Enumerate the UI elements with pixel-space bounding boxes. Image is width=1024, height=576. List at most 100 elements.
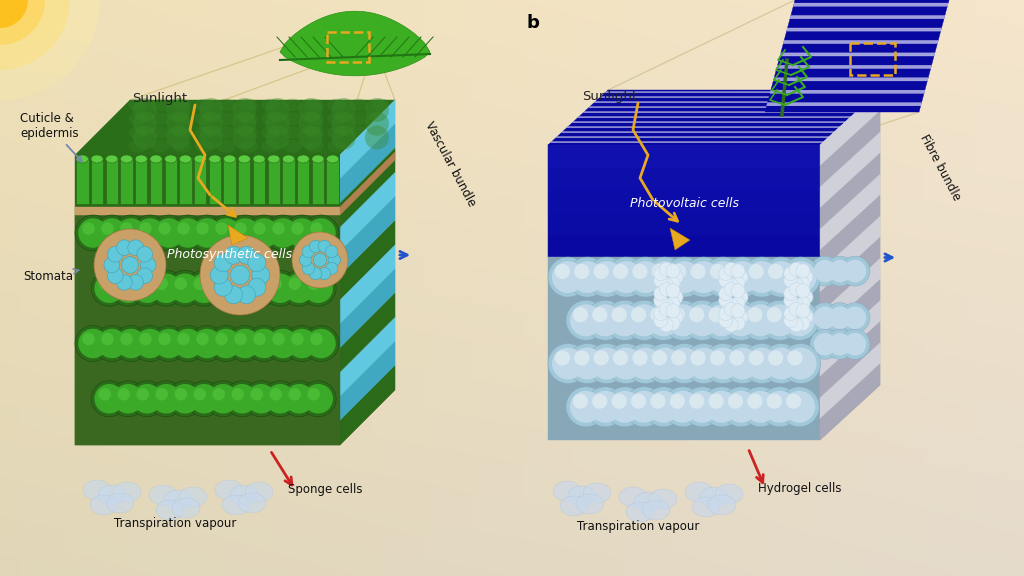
Ellipse shape <box>230 485 258 505</box>
Polygon shape <box>280 12 430 76</box>
Circle shape <box>200 235 280 315</box>
Ellipse shape <box>708 495 736 515</box>
Circle shape <box>170 384 200 414</box>
Circle shape <box>628 391 660 423</box>
Ellipse shape <box>350 140 368 152</box>
Circle shape <box>205 270 242 306</box>
Ellipse shape <box>98 485 126 505</box>
Circle shape <box>796 304 810 318</box>
Circle shape <box>170 325 206 362</box>
Polygon shape <box>75 155 340 207</box>
Circle shape <box>653 306 668 321</box>
Polygon shape <box>548 145 820 257</box>
Polygon shape <box>340 149 395 228</box>
Ellipse shape <box>156 500 184 520</box>
Ellipse shape <box>240 113 257 125</box>
Circle shape <box>288 329 316 358</box>
Ellipse shape <box>553 481 581 501</box>
Circle shape <box>799 310 813 324</box>
Circle shape <box>108 247 123 262</box>
Circle shape <box>703 257 743 297</box>
Circle shape <box>682 300 722 340</box>
Circle shape <box>790 298 803 312</box>
Circle shape <box>94 325 130 362</box>
Polygon shape <box>578 117 851 118</box>
Circle shape <box>768 264 783 279</box>
Circle shape <box>708 347 739 380</box>
Polygon shape <box>209 157 221 204</box>
Circle shape <box>840 302 870 333</box>
Circle shape <box>177 222 189 235</box>
Circle shape <box>0 0 28 28</box>
Polygon shape <box>91 157 103 204</box>
Circle shape <box>170 215 206 251</box>
Ellipse shape <box>306 140 324 152</box>
Circle shape <box>784 261 816 293</box>
Polygon shape <box>820 343 880 419</box>
Circle shape <box>645 343 685 384</box>
Circle shape <box>224 247 243 264</box>
Circle shape <box>284 325 319 362</box>
Ellipse shape <box>196 140 213 152</box>
Circle shape <box>647 391 680 423</box>
Polygon shape <box>76 157 88 204</box>
Bar <box>327 32 369 62</box>
Ellipse shape <box>113 482 141 502</box>
Circle shape <box>790 302 803 316</box>
Polygon shape <box>548 257 820 440</box>
Ellipse shape <box>240 127 257 138</box>
Circle shape <box>719 294 733 308</box>
Circle shape <box>591 347 623 380</box>
Circle shape <box>306 329 336 358</box>
Circle shape <box>783 287 798 301</box>
Circle shape <box>709 393 724 409</box>
Circle shape <box>167 381 203 417</box>
Circle shape <box>643 300 684 340</box>
Circle shape <box>299 98 323 122</box>
Circle shape <box>844 260 866 282</box>
Ellipse shape <box>297 155 309 163</box>
Circle shape <box>828 333 851 355</box>
Circle shape <box>246 215 282 251</box>
Circle shape <box>650 307 666 323</box>
Circle shape <box>302 262 314 275</box>
Ellipse shape <box>372 140 390 152</box>
Circle shape <box>224 270 260 306</box>
Circle shape <box>227 384 257 414</box>
Circle shape <box>262 270 298 306</box>
Circle shape <box>303 384 333 414</box>
Circle shape <box>118 388 130 400</box>
Polygon shape <box>820 259 880 335</box>
Polygon shape <box>228 225 248 245</box>
Circle shape <box>133 126 157 150</box>
Polygon shape <box>548 168 820 190</box>
Circle shape <box>249 218 279 248</box>
Ellipse shape <box>328 99 346 111</box>
Ellipse shape <box>152 99 169 111</box>
Circle shape <box>289 278 301 290</box>
Circle shape <box>828 306 851 329</box>
Circle shape <box>211 329 241 358</box>
Circle shape <box>104 257 120 273</box>
Circle shape <box>300 381 336 417</box>
Ellipse shape <box>261 127 280 138</box>
Ellipse shape <box>165 155 177 163</box>
Circle shape <box>796 284 810 298</box>
Circle shape <box>552 347 584 380</box>
Circle shape <box>177 333 189 345</box>
Circle shape <box>214 254 232 272</box>
Circle shape <box>251 388 263 400</box>
Circle shape <box>665 257 705 297</box>
Polygon shape <box>340 342 395 421</box>
Ellipse shape <box>642 500 670 520</box>
Circle shape <box>186 270 222 306</box>
Circle shape <box>723 343 763 384</box>
Circle shape <box>291 222 304 235</box>
Circle shape <box>552 261 584 293</box>
Circle shape <box>749 264 764 279</box>
Polygon shape <box>786 28 941 31</box>
Circle shape <box>247 274 275 303</box>
Ellipse shape <box>173 113 191 125</box>
Circle shape <box>669 347 700 380</box>
Ellipse shape <box>283 155 295 163</box>
